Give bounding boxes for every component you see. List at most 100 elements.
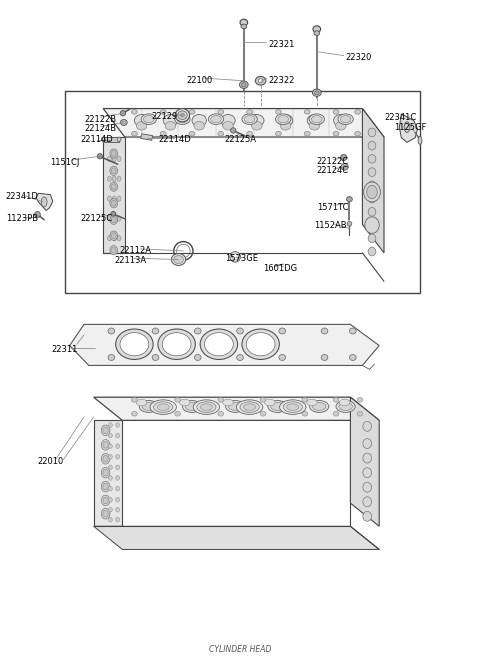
Ellipse shape — [193, 400, 219, 414]
Ellipse shape — [112, 196, 116, 201]
Ellipse shape — [218, 131, 224, 136]
Polygon shape — [94, 420, 122, 526]
Ellipse shape — [368, 208, 376, 216]
Ellipse shape — [142, 402, 156, 410]
Ellipse shape — [97, 154, 103, 159]
Ellipse shape — [368, 195, 376, 203]
Ellipse shape — [101, 137, 105, 142]
Polygon shape — [70, 324, 379, 365]
Text: 1571TC: 1571TC — [317, 203, 348, 212]
Ellipse shape — [232, 254, 238, 260]
Ellipse shape — [108, 518, 112, 522]
Ellipse shape — [116, 518, 120, 522]
Ellipse shape — [340, 155, 347, 160]
Ellipse shape — [111, 184, 116, 189]
Text: 22114D: 22114D — [158, 135, 191, 144]
Ellipse shape — [223, 121, 233, 130]
Ellipse shape — [139, 401, 158, 412]
Text: 22321: 22321 — [269, 40, 295, 49]
Ellipse shape — [132, 110, 137, 115]
Ellipse shape — [218, 110, 224, 115]
Ellipse shape — [333, 397, 339, 402]
Ellipse shape — [304, 110, 310, 115]
Ellipse shape — [111, 217, 116, 222]
Text: CYLINDER HEAD: CYLINDER HEAD — [209, 645, 271, 654]
Ellipse shape — [241, 24, 247, 29]
Ellipse shape — [150, 400, 177, 414]
Ellipse shape — [307, 399, 317, 406]
Ellipse shape — [247, 131, 252, 136]
Ellipse shape — [132, 411, 137, 416]
Ellipse shape — [152, 328, 159, 334]
Ellipse shape — [404, 122, 410, 132]
Ellipse shape — [218, 411, 224, 416]
Ellipse shape — [175, 109, 190, 122]
Ellipse shape — [309, 121, 320, 130]
Ellipse shape — [117, 216, 121, 221]
Ellipse shape — [211, 116, 221, 123]
Ellipse shape — [368, 221, 376, 229]
Ellipse shape — [357, 397, 363, 402]
Ellipse shape — [314, 91, 319, 95]
Ellipse shape — [103, 442, 108, 448]
Ellipse shape — [111, 232, 116, 238]
Ellipse shape — [162, 333, 191, 356]
Ellipse shape — [194, 355, 201, 360]
Ellipse shape — [108, 423, 112, 428]
Ellipse shape — [278, 115, 293, 126]
Ellipse shape — [363, 511, 372, 522]
Ellipse shape — [103, 510, 108, 517]
Ellipse shape — [108, 156, 111, 162]
Ellipse shape — [223, 399, 233, 406]
Ellipse shape — [178, 111, 187, 119]
Polygon shape — [141, 134, 153, 140]
Ellipse shape — [302, 411, 308, 416]
Ellipse shape — [175, 397, 180, 402]
Ellipse shape — [279, 328, 286, 334]
Text: 22124B: 22124B — [84, 124, 116, 133]
Ellipse shape — [111, 168, 116, 174]
Ellipse shape — [313, 26, 321, 32]
Text: 22113A: 22113A — [114, 256, 146, 265]
Ellipse shape — [363, 467, 372, 478]
Ellipse shape — [110, 246, 118, 255]
Text: 22124C: 22124C — [317, 166, 349, 175]
Ellipse shape — [41, 197, 47, 207]
Polygon shape — [94, 397, 379, 420]
Ellipse shape — [287, 404, 299, 410]
Text: 1123PB: 1123PB — [6, 214, 38, 223]
Polygon shape — [103, 137, 119, 142]
Ellipse shape — [240, 19, 248, 26]
Ellipse shape — [312, 116, 322, 123]
Text: 1125GF: 1125GF — [394, 123, 426, 132]
Ellipse shape — [279, 355, 286, 360]
Ellipse shape — [112, 156, 116, 162]
Ellipse shape — [111, 211, 116, 216]
Ellipse shape — [117, 196, 121, 201]
Ellipse shape — [226, 401, 245, 412]
Polygon shape — [103, 137, 125, 253]
Ellipse shape — [242, 329, 279, 359]
Ellipse shape — [116, 486, 120, 491]
Ellipse shape — [122, 121, 125, 124]
Ellipse shape — [260, 397, 266, 402]
Polygon shape — [36, 193, 53, 211]
Text: 22125A: 22125A — [225, 134, 257, 144]
Ellipse shape — [264, 399, 275, 406]
Ellipse shape — [108, 196, 111, 201]
Ellipse shape — [101, 495, 110, 506]
Ellipse shape — [321, 328, 328, 334]
Text: 22129: 22129 — [151, 112, 178, 121]
Ellipse shape — [112, 176, 116, 181]
Ellipse shape — [309, 114, 324, 124]
Ellipse shape — [250, 115, 264, 126]
Ellipse shape — [418, 136, 422, 144]
Ellipse shape — [108, 498, 112, 502]
Ellipse shape — [258, 79, 263, 83]
Ellipse shape — [157, 404, 169, 410]
Ellipse shape — [368, 155, 376, 163]
Ellipse shape — [333, 131, 339, 136]
Ellipse shape — [340, 116, 351, 123]
Ellipse shape — [108, 236, 111, 241]
Ellipse shape — [152, 355, 159, 360]
